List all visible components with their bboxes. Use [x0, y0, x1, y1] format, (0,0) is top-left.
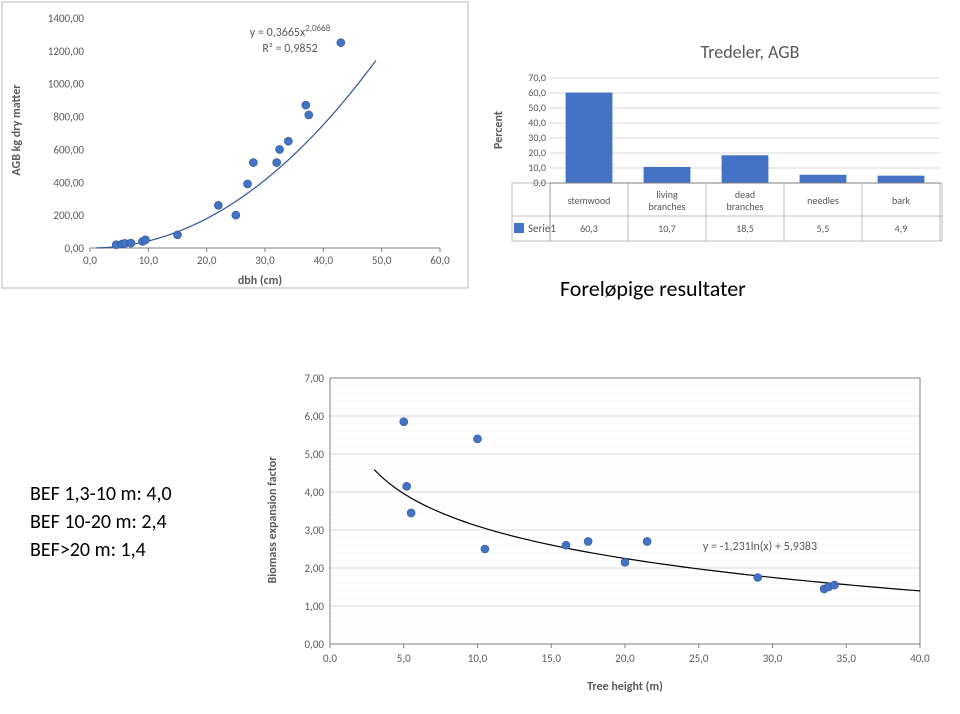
svg-text:40,0: 40,0	[314, 254, 334, 267]
bef-minor-grid	[330, 386, 920, 637]
svg-text:15,0: 15,0	[542, 652, 562, 665]
scatter-points	[112, 39, 345, 249]
scatter-y-ticks: 0,00 200,00 400,00 600,00 800,00 1000,00 1200,…	[48, 12, 85, 255]
scatter-x-ticks: 0,0 10,0 20,0 30,0 40,0 50,0 60,0	[83, 248, 450, 267]
tredeler-bar-panel: Tredeler, AGB Percent 0,0 10,0 20,0 30,0 40,…	[490, 38, 950, 248]
svg-text:1000,00: 1000,00	[48, 78, 85, 91]
svg-text:60,0: 60,0	[430, 254, 450, 267]
svg-text:40,0: 40,0	[528, 116, 546, 129]
bef-line2: BEF 10-20 m: 2,4	[30, 508, 172, 536]
svg-text:25,0: 25,0	[689, 652, 709, 665]
svg-text:60,0: 60,0	[528, 86, 546, 99]
bef-scatter-svg: Biomass expansion factor 0,00 1,00 2,00 3,0…	[260, 360, 940, 700]
svg-text:branches: branches	[649, 200, 686, 213]
bef-x-label: Tree height (m)	[587, 680, 663, 694]
svg-text:5,0: 5,0	[397, 652, 411, 665]
results-label-panel: Foreløpige resultater	[560, 275, 746, 302]
svg-text:50,0: 50,0	[372, 254, 392, 267]
svg-text:10,0: 10,0	[528, 161, 546, 174]
svg-text:20,0: 20,0	[197, 254, 217, 267]
svg-text:branches: branches	[727, 200, 764, 213]
agb-scatter-panel: AGB kg dry matter 0,00 200,00 400,00 600,00…	[0, 0, 470, 300]
bar-y-label: Percent	[492, 111, 506, 149]
svg-text:3,00: 3,00	[305, 524, 325, 537]
svg-text:10,7: 10,7	[658, 222, 676, 235]
tredeler-bar-svg: Tredeler, AGB Percent 0,0 10,0 20,0 30,0 40,…	[490, 38, 950, 248]
svg-text:18,5: 18,5	[736, 222, 754, 235]
bef-line3: BEF>20 m: 1,4	[30, 536, 172, 564]
bef-text-panel: BEF 1,3-10 m: 4,0 BEF 10-20 m: 2,4 BEF>2…	[30, 480, 172, 564]
bef-grid	[330, 378, 920, 644]
svg-text:5,00: 5,00	[305, 448, 325, 461]
svg-text:bark: bark	[892, 194, 911, 207]
bar-data-row: 60,3 10,7 18,5 5,5 4,9	[580, 222, 907, 235]
svg-text:40,0: 40,0	[910, 652, 930, 665]
legend-label: Serie1	[528, 222, 556, 235]
svg-text:30,0: 30,0	[255, 254, 275, 267]
scatter-x-label: dbh (cm)	[238, 274, 282, 288]
svg-text:30,0: 30,0	[528, 131, 546, 144]
svg-text:4,00: 4,00	[305, 486, 325, 499]
svg-text:7,00: 7,00	[305, 372, 325, 385]
bef-scatter-panel: Biomass expansion factor 0,00 1,00 2,00 3,0…	[260, 360, 940, 700]
scatter-eq1: y = 0,3665x2,0668	[250, 23, 331, 40]
svg-text:10,0: 10,0	[468, 652, 488, 665]
bar-cat-labels: stemwoodlivingbranchesdeadbranchesneedle…	[568, 188, 911, 213]
svg-text:70,0: 70,0	[528, 71, 546, 84]
scatter-eq2: R² = 0,9852	[262, 42, 317, 56]
bar-bars	[550, 93, 940, 241]
bef-x-ticks: 0,0 5,0 10,0 15,0 20,0 25,0 30,0 35,0 40,0	[323, 644, 930, 665]
svg-text:30,0: 30,0	[763, 652, 783, 665]
svg-text:2,00: 2,00	[305, 562, 325, 575]
svg-text:600,00: 600,00	[53, 143, 84, 156]
bef-eq: y = -1,231ln(x) + 5,9383	[703, 540, 817, 554]
svg-text:400,00: 400,00	[53, 176, 84, 189]
results-label: Foreløpige resultater	[560, 275, 746, 302]
svg-text:0,00: 0,00	[305, 638, 325, 651]
svg-text:10,0: 10,0	[139, 254, 159, 267]
svg-text:1,00: 1,00	[305, 600, 325, 613]
svg-text:0,0: 0,0	[533, 176, 546, 189]
svg-text:1400,00: 1400,00	[48, 12, 85, 25]
svg-text:0,0: 0,0	[83, 254, 97, 267]
scatter-fit-curve	[96, 61, 376, 248]
svg-text:20,0: 20,0	[615, 652, 635, 665]
bef-points	[400, 418, 839, 593]
bef-plot-border	[330, 378, 920, 644]
scatter-y-label: AGB kg dry matter	[10, 84, 24, 176]
svg-text:6,00: 6,00	[305, 410, 325, 423]
svg-text:4,9: 4,9	[895, 222, 908, 235]
svg-text:800,00: 800,00	[53, 111, 84, 124]
legend-swatch	[514, 223, 524, 233]
svg-text:stemwood: stemwood	[568, 194, 611, 207]
svg-text:0,0: 0,0	[323, 652, 337, 665]
svg-text:60,3: 60,3	[580, 222, 598, 235]
svg-text:200,00: 200,00	[53, 209, 84, 222]
bef-line1: BEF 1,3-10 m: 4,0	[30, 480, 172, 508]
svg-text:1200,00: 1200,00	[48, 45, 85, 58]
svg-text:50,0: 50,0	[528, 101, 546, 114]
svg-text:5,5: 5,5	[817, 222, 830, 235]
bar-title: Tredeler, AGB	[701, 41, 800, 63]
svg-text:0,00: 0,00	[65, 242, 85, 255]
svg-text:needles: needles	[807, 194, 839, 207]
bef-y-ticks: 0,00 1,00 2,00 3,00 4,00 5,00 6,00 7,00	[305, 372, 325, 651]
agb-scatter-svg: AGB kg dry matter 0,00 200,00 400,00 600,00…	[0, 0, 470, 300]
svg-text:20,0: 20,0	[528, 146, 546, 159]
bef-y-label: Biomass expansion factor	[266, 456, 280, 584]
svg-text:35,0: 35,0	[837, 652, 857, 665]
